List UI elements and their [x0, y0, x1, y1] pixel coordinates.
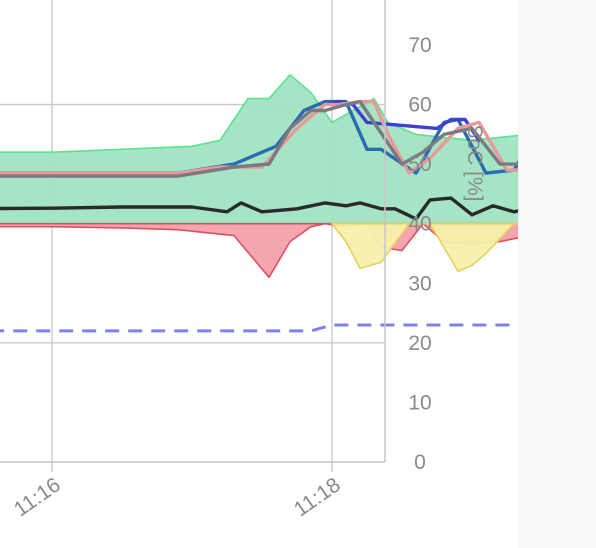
- y-tick-label: 20: [408, 332, 431, 355]
- axes: [0, 0, 386, 463]
- y-tick-label: 40: [408, 213, 431, 236]
- y-tick-label: 60: [408, 94, 431, 117]
- area-series-0: [0, 74, 596, 225]
- y-tick-label: 70: [408, 34, 431, 57]
- y-axis-title: SoC [%]: [463, 124, 486, 201]
- line-series-8: [0, 323, 596, 333]
- area-series: [0, 74, 596, 279]
- y-tick-label: 50: [408, 153, 431, 176]
- x-tick-label: 11:18: [290, 473, 345, 521]
- y-tick-label: 30: [408, 272, 431, 295]
- line-series-5: [323, 99, 481, 142]
- y-tick-label: 0: [414, 451, 426, 474]
- area-series-2: [331, 222, 596, 273]
- y-tick-labels: 0 10 20 30 40 50 60 70: [408, 34, 431, 474]
- y-tick-label: 10: [408, 391, 431, 414]
- side-panel: [518, 0, 596, 548]
- x-tick-label: 11:16: [10, 473, 65, 521]
